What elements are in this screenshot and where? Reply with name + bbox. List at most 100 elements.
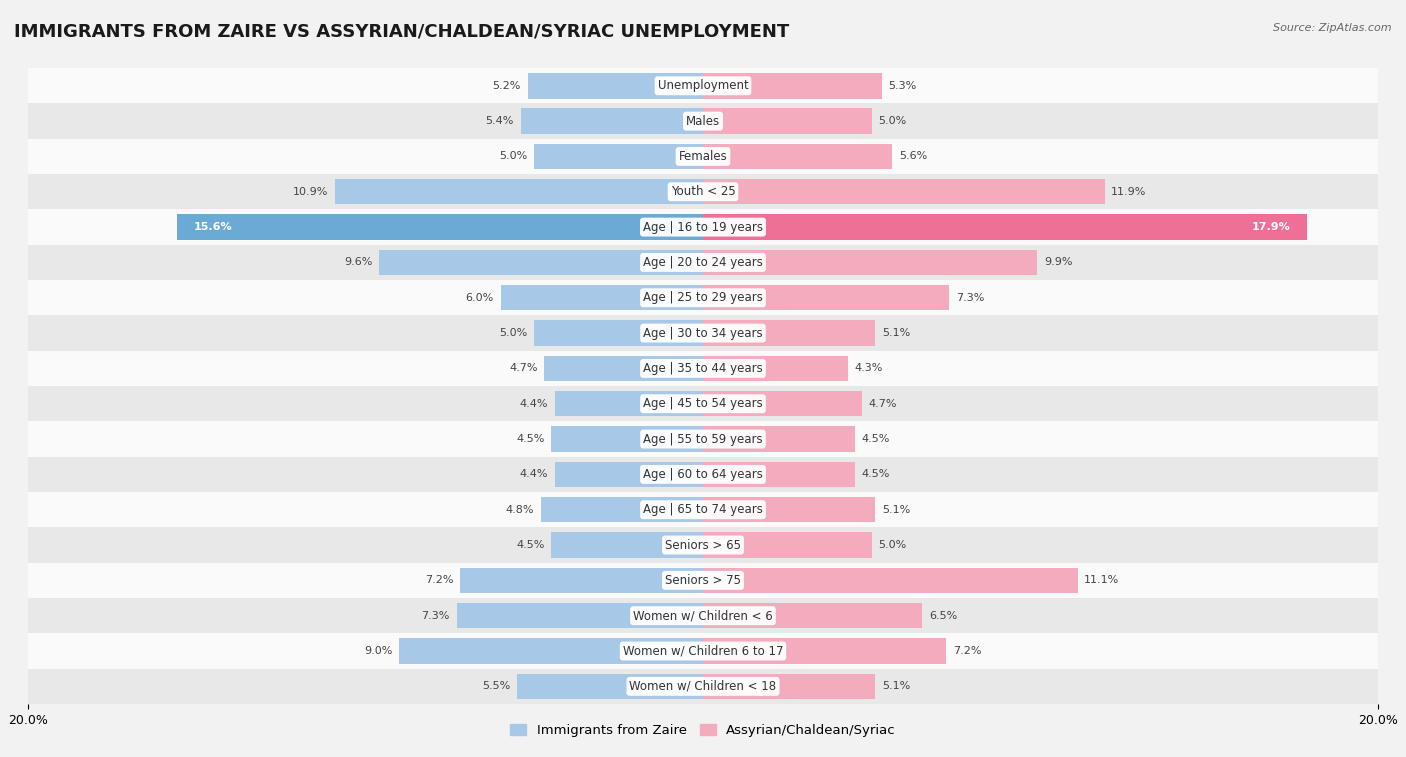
Bar [28,562,1378,598]
Legend: Immigrants from Zaire, Assyrian/Chaldean/Syriac: Immigrants from Zaire, Assyrian/Chaldean… [505,718,901,742]
Text: 6.5%: 6.5% [929,611,957,621]
Text: 5.4%: 5.4% [485,116,515,126]
Text: 15.6%: 15.6% [194,222,232,232]
Bar [703,638,946,664]
Bar [28,492,1378,528]
Text: Age | 60 to 64 years: Age | 60 to 64 years [643,468,763,481]
Text: Women w/ Children < 6: Women w/ Children < 6 [633,609,773,622]
Text: 5.0%: 5.0% [499,151,527,161]
Text: 11.9%: 11.9% [1111,187,1147,197]
Bar [703,144,891,169]
Text: 5.5%: 5.5% [482,681,510,691]
Bar [703,497,875,522]
Bar [534,144,703,169]
Text: Age | 55 to 59 years: Age | 55 to 59 years [643,432,763,446]
Text: 17.9%: 17.9% [1251,222,1291,232]
Text: 6.0%: 6.0% [465,293,494,303]
Text: Women w/ Children < 18: Women w/ Children < 18 [630,680,776,693]
Text: Source: ZipAtlas.com: Source: ZipAtlas.com [1274,23,1392,33]
Bar [703,674,875,699]
Bar [335,179,703,204]
Bar [520,108,703,134]
Text: 7.3%: 7.3% [956,293,984,303]
Bar [703,568,1077,593]
Bar [541,497,703,522]
Bar [703,179,1105,204]
Bar [28,386,1378,422]
Bar [28,528,1378,562]
Bar [703,250,1038,275]
Text: 9.0%: 9.0% [364,646,392,656]
Text: 4.5%: 4.5% [862,469,890,479]
Text: 4.5%: 4.5% [516,540,544,550]
Bar [28,280,1378,316]
Text: 9.6%: 9.6% [344,257,373,267]
Text: 5.0%: 5.0% [499,328,527,338]
Bar [534,320,703,346]
Bar [703,532,872,558]
Text: IMMIGRANTS FROM ZAIRE VS ASSYRIAN/CHALDEAN/SYRIAC UNEMPLOYMENT: IMMIGRANTS FROM ZAIRE VS ASSYRIAN/CHALDE… [14,23,789,41]
Bar [703,73,882,98]
Bar [703,391,862,416]
Bar [703,320,875,346]
Bar [177,214,703,240]
Text: 7.2%: 7.2% [425,575,453,585]
Text: 4.5%: 4.5% [862,434,890,444]
Text: Women w/ Children 6 to 17: Women w/ Children 6 to 17 [623,644,783,658]
Text: 5.3%: 5.3% [889,81,917,91]
Text: Youth < 25: Youth < 25 [671,185,735,198]
Text: Age | 65 to 74 years: Age | 65 to 74 years [643,503,763,516]
Bar [28,174,1378,210]
Text: Seniors > 65: Seniors > 65 [665,538,741,552]
Text: 4.3%: 4.3% [855,363,883,373]
Text: Seniors > 75: Seniors > 75 [665,574,741,587]
Text: 9.9%: 9.9% [1043,257,1073,267]
Text: Males: Males [686,114,720,128]
Bar [501,285,703,310]
Text: 5.1%: 5.1% [882,505,910,515]
Text: Age | 45 to 54 years: Age | 45 to 54 years [643,397,763,410]
Bar [28,316,1378,350]
Text: 11.1%: 11.1% [1084,575,1119,585]
Bar [28,139,1378,174]
Text: 5.0%: 5.0% [879,116,907,126]
Bar [703,214,1308,240]
Bar [703,603,922,628]
Bar [703,108,872,134]
Text: Females: Females [679,150,727,163]
Text: 4.5%: 4.5% [516,434,544,444]
Text: Age | 35 to 44 years: Age | 35 to 44 years [643,362,763,375]
Text: Age | 25 to 29 years: Age | 25 to 29 years [643,291,763,304]
Bar [703,426,855,452]
Text: 10.9%: 10.9% [292,187,329,197]
Bar [703,462,855,487]
Bar [28,422,1378,456]
Bar [28,456,1378,492]
Bar [28,350,1378,386]
Bar [703,356,848,381]
Bar [28,668,1378,704]
Text: 5.6%: 5.6% [898,151,927,161]
Text: 5.1%: 5.1% [882,328,910,338]
Text: Age | 20 to 24 years: Age | 20 to 24 years [643,256,763,269]
Text: 5.1%: 5.1% [882,681,910,691]
Bar [703,285,949,310]
Bar [399,638,703,664]
Text: 4.7%: 4.7% [869,399,897,409]
Bar [28,634,1378,668]
Bar [28,104,1378,139]
Text: 4.4%: 4.4% [519,399,548,409]
Bar [551,532,703,558]
Bar [457,603,703,628]
Bar [28,598,1378,634]
Text: Unemployment: Unemployment [658,79,748,92]
Bar [28,210,1378,245]
Bar [544,356,703,381]
Bar [28,245,1378,280]
Text: 7.3%: 7.3% [422,611,450,621]
Bar [380,250,703,275]
Bar [554,391,703,416]
Bar [551,426,703,452]
Text: 4.8%: 4.8% [506,505,534,515]
Text: 5.2%: 5.2% [492,81,520,91]
